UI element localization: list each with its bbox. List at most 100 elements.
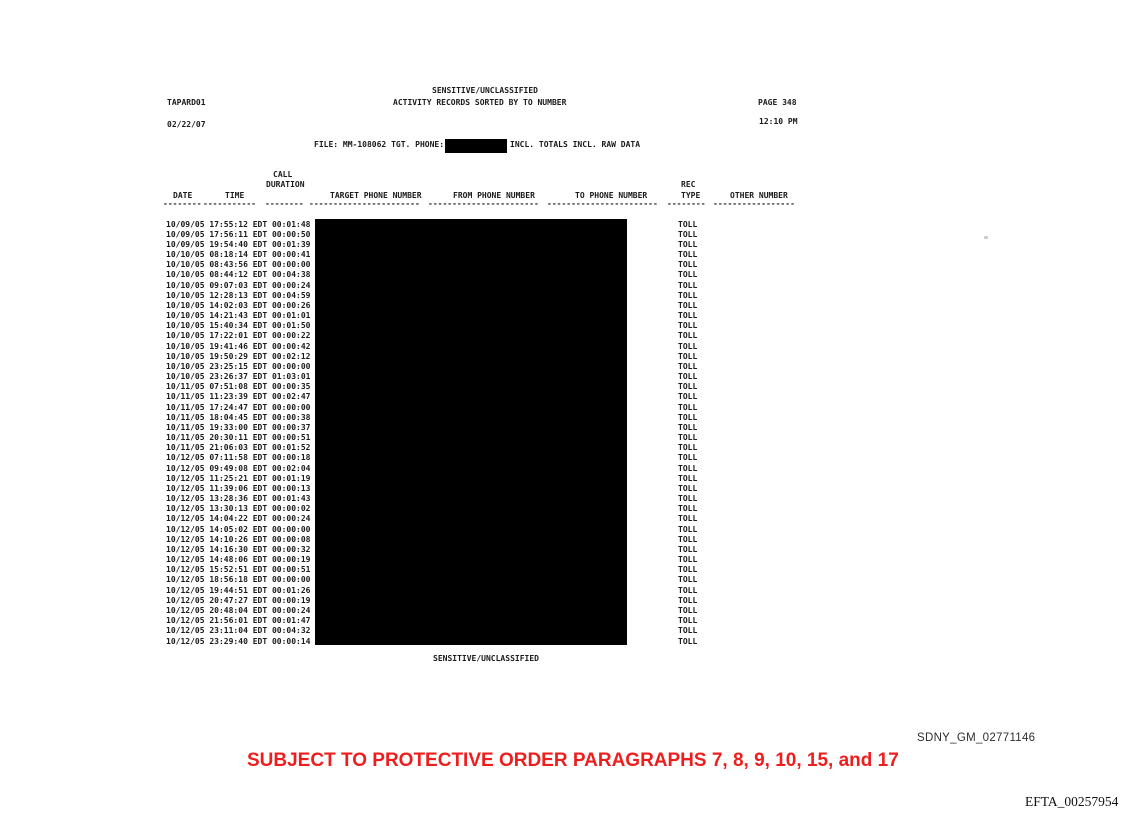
column-header-other-number: OTHER NUMBER bbox=[730, 190, 788, 200]
record-rec-type: TOLL bbox=[678, 616, 698, 626]
record-rec-type: TOLL bbox=[678, 494, 698, 504]
redaction-block-target-phone bbox=[445, 138, 507, 153]
column-separator-dashes: -------- bbox=[667, 198, 706, 208]
record-date-time-duration: 10/12/05 14:04:22 EDT 00:00:24 bbox=[166, 514, 311, 524]
column-separator-dashes: ----------------------- bbox=[309, 198, 420, 208]
report-time: 12:10 PM bbox=[759, 116, 798, 126]
column-separator-dashes: -------- bbox=[265, 198, 304, 208]
record-date-time-duration: 10/12/05 20:48:04 EDT 00:00:24 bbox=[166, 606, 311, 615]
record-rec-type: TOLL bbox=[678, 321, 698, 331]
record-date-time-duration: 10/12/05 18:56:18 EDT 00:00:00 bbox=[166, 575, 311, 585]
column-header-to-phone: TO PHONE NUMBER bbox=[575, 190, 648, 200]
classification-header: SENSITIVE/UNCLASSIFIED bbox=[432, 86, 538, 95]
record-rec-type: TOLL bbox=[678, 341, 698, 351]
record-rec-type: TOLL bbox=[678, 514, 698, 524]
record-date-time-duration: 10/12/05 19:44:51 EDT 00:01:26 bbox=[166, 585, 311, 595]
record-rec-type: TOLL bbox=[678, 473, 698, 483]
column-separator-dashes: -------- bbox=[163, 198, 202, 208]
record-rec-type: TOLL bbox=[678, 290, 698, 300]
record-date-time-duration: 10/10/05 19:41:46 EDT 00:00:42 bbox=[166, 341, 311, 351]
record-date-time-duration: 10/11/05 18:04:45 EDT 00:00:38 bbox=[166, 412, 311, 422]
record-rec-type: TOLL bbox=[678, 412, 698, 422]
record-date-time-duration: 10/10/05 09:07:03 EDT 00:00:24 bbox=[166, 280, 311, 290]
record-rec-type: TOLL bbox=[678, 392, 698, 402]
record-date-time-duration: 10/10/05 08:44:12 EDT 00:04:38 bbox=[166, 270, 311, 280]
column-separator-dashes: ----------- bbox=[203, 198, 256, 208]
record-rec-type: TOLL bbox=[678, 636, 698, 646]
column-header-from-phone: FROM PHONE NUMBER bbox=[453, 190, 535, 200]
record-date-time-duration: 10/11/05 20:30:11 EDT 00:00:51 bbox=[166, 433, 311, 443]
record-rec-type: TOLL bbox=[678, 351, 698, 361]
record-rec-type: TOLL bbox=[678, 595, 698, 605]
report-date: 02/22/07 bbox=[167, 119, 206, 129]
column-header-time: TIME bbox=[225, 190, 245, 200]
record-date-time-duration: 10/09/05 19:54:40 EDT 00:01:39 bbox=[166, 239, 311, 249]
record-rec-type: TOLL bbox=[678, 229, 698, 239]
record-date-time-duration: 10/12/05 13:28:36 EDT 00:01:43 bbox=[166, 494, 311, 504]
record-rec-type: TOLL bbox=[678, 372, 698, 382]
record-rec-type: TOLL bbox=[678, 606, 698, 615]
column-header-call-upper: CALL bbox=[273, 170, 293, 179]
record-rec-type: TOLL bbox=[678, 239, 698, 249]
record-date-time-duration: 10/10/05 17:22:01 EDT 00:00:22 bbox=[166, 331, 311, 341]
column-header-target-phone: TARGET PHONE NUMBER bbox=[330, 190, 422, 200]
bates-number-efta: EFTA_00257954 bbox=[1025, 794, 1119, 809]
record-date-time-duration: 10/12/05 23:11:04 EDT 00:04:32 bbox=[166, 626, 311, 636]
record-rec-type: TOLL bbox=[678, 311, 698, 321]
record-date-time-duration: 10/12/05 14:10:26 EDT 00:00:08 bbox=[166, 534, 311, 544]
record-rec-type: TOLL bbox=[678, 260, 698, 270]
column-header-rec-type: TYPE bbox=[681, 190, 701, 200]
record-rec-type: TOLL bbox=[678, 483, 698, 493]
classification-footer: SENSITIVE/UNCLASSIFIED bbox=[433, 654, 539, 663]
record-rec-type: TOLL bbox=[678, 626, 698, 636]
record-date-time-duration: 10/09/05 17:56:11 EDT 00:00:50 bbox=[166, 229, 311, 239]
record-date-time-duration: 10/12/05 14:48:06 EDT 00:00:19 bbox=[166, 555, 311, 565]
protective-order-stamp: SUBJECT TO PROTECTIVE ORDER PARAGRAPHS 7… bbox=[247, 750, 899, 771]
record-rec-type: TOLL bbox=[678, 250, 698, 259]
record-date-time-duration: 10/10/05 14:21:43 EDT 00:01:01 bbox=[166, 311, 311, 321]
report-id: TAPARD01 bbox=[167, 98, 206, 107]
page-number: PAGE 348 bbox=[758, 97, 797, 107]
record-date-time-duration: 10/10/05 08:18:14 EDT 00:00:41 bbox=[166, 250, 311, 259]
record-date-time-duration: 10/09/05 17:55:12 EDT 00:01:48 bbox=[166, 219, 311, 229]
record-date-time-duration: 10/10/05 23:25:15 EDT 00:00:00 bbox=[166, 361, 311, 371]
record-rec-type: TOLL bbox=[678, 534, 698, 544]
record-date-time-duration: 10/10/05 19:50:29 EDT 00:02:12 bbox=[166, 351, 311, 361]
record-rec-type: TOLL bbox=[678, 443, 698, 453]
record-rec-type: TOLL bbox=[678, 544, 698, 554]
file-info: FILE: MM-108062 TGT. PHONE: bbox=[314, 140, 445, 149]
record-date-time-duration: 10/12/05 13:30:13 EDT 00:00:02 bbox=[166, 504, 311, 514]
record-rec-type: TOLL bbox=[678, 555, 698, 565]
record-date-time-duration: 10/12/05 15:52:51 EDT 00:00:51 bbox=[166, 565, 311, 575]
scan-artifact bbox=[984, 236, 988, 239]
record-date-time-duration: 10/10/05 08:43:56 EDT 00:00:00 bbox=[166, 260, 311, 270]
record-date-time-duration: 10/11/05 19:33:00 EDT 00:00:37 bbox=[166, 422, 311, 432]
record-rec-type: TOLL bbox=[678, 575, 698, 585]
record-date-time-duration: 10/11/05 17:24:47 EDT 00:00:00 bbox=[166, 402, 311, 412]
record-rec-type: TOLL bbox=[678, 585, 698, 595]
record-rec-type: TOLL bbox=[678, 361, 698, 371]
record-rec-type: TOLL bbox=[678, 453, 698, 463]
column-header-date: DATE bbox=[173, 190, 193, 200]
record-rec-type: TOLL bbox=[678, 565, 698, 575]
column-separator-dashes: ----------------- bbox=[713, 198, 795, 208]
column-separator-dashes: ----------------------- bbox=[547, 198, 658, 208]
record-rec-type: TOLL bbox=[678, 524, 698, 534]
record-date-time-duration: 10/12/05 14:05:02 EDT 00:00:00 bbox=[166, 524, 311, 534]
record-rec-type: TOLL bbox=[678, 280, 698, 290]
record-date-time-duration: 10/12/05 07:11:58 EDT 00:00:18 bbox=[166, 453, 311, 463]
record-date-time-duration: 10/12/05 11:39:06 EDT 00:00:13 bbox=[166, 483, 311, 493]
redaction-block-phone-numbers bbox=[315, 218, 627, 645]
record-date-time-duration: 10/10/05 23:26:37 EDT 01:03:01 bbox=[166, 372, 311, 382]
record-rec-type: TOLL bbox=[678, 463, 698, 473]
record-rec-type: TOLL bbox=[678, 433, 698, 443]
record-rec-type: TOLL bbox=[678, 382, 698, 392]
column-header-duration: DURATION bbox=[266, 180, 305, 189]
record-date-time-duration: 10/12/05 20:47:27 EDT 00:00:19 bbox=[166, 595, 311, 605]
file-info-suffix: INCL. TOTALS INCL. RAW DATA bbox=[510, 140, 641, 149]
column-separator-dashes: ----------------------- bbox=[428, 198, 539, 208]
record-date-time-duration: 10/11/05 07:51:08 EDT 00:00:35 bbox=[166, 382, 311, 392]
record-rec-type: TOLL bbox=[678, 422, 698, 432]
record-rec-type: TOLL bbox=[678, 331, 698, 341]
record-date-time-duration: 10/11/05 11:23:39 EDT 00:02:47 bbox=[166, 392, 311, 402]
